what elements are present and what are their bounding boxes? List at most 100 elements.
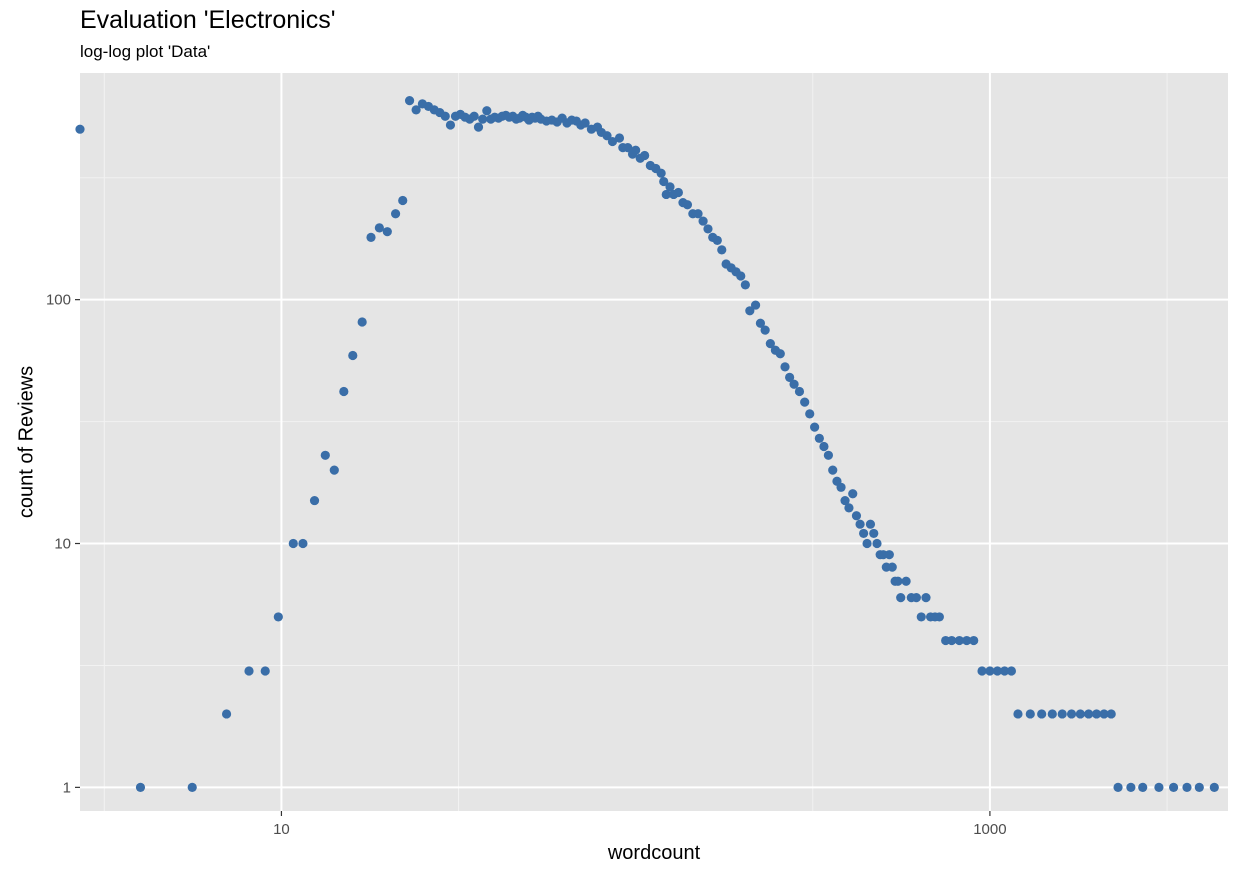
data-point — [859, 528, 869, 539]
data-point — [851, 511, 862, 521]
data-point — [1006, 666, 1017, 676]
data-point — [840, 495, 850, 506]
data-point — [947, 635, 957, 646]
data-point — [1047, 709, 1057, 719]
data-point — [785, 372, 795, 382]
data-point — [1154, 782, 1164, 792]
data-point — [794, 386, 805, 397]
data-point — [1194, 782, 1204, 792]
data-point — [810, 422, 820, 432]
data-point — [969, 635, 979, 646]
data-point — [869, 528, 879, 539]
x-tick-label: 1000 — [973, 821, 1006, 838]
data-point — [382, 227, 392, 237]
data-point — [580, 118, 590, 128]
data-point — [740, 280, 750, 290]
data-point — [828, 465, 838, 475]
data-point — [1126, 782, 1136, 792]
data-point — [717, 245, 727, 255]
data-point — [445, 120, 456, 130]
data-point — [916, 612, 926, 622]
data-point — [712, 235, 722, 245]
data-point — [1106, 709, 1116, 719]
y-tick-label: 100 — [46, 292, 71, 309]
data-point — [640, 150, 650, 161]
data-point — [411, 105, 421, 115]
data-point — [698, 216, 708, 226]
data-point — [187, 782, 197, 792]
data-point — [357, 317, 367, 327]
data-point — [934, 612, 944, 622]
data-point — [999, 666, 1010, 676]
x-axis-label: wordcount — [607, 842, 701, 864]
data-point — [602, 131, 612, 141]
data-point — [855, 519, 865, 529]
data-point — [440, 111, 450, 121]
data-point — [911, 593, 921, 603]
data-point — [1209, 782, 1219, 792]
data-point — [661, 189, 671, 200]
data-point — [745, 306, 755, 316]
data-point — [1099, 709, 1109, 719]
data-point — [478, 114, 488, 124]
data-point — [75, 124, 85, 134]
data-point — [221, 709, 232, 719]
data-point — [1138, 782, 1148, 792]
data-point — [1025, 709, 1035, 719]
data-point — [631, 145, 641, 155]
data-point — [682, 200, 693, 210]
data-point — [482, 106, 492, 116]
data-point — [244, 666, 254, 676]
data-point — [614, 133, 625, 143]
data-point — [775, 349, 785, 359]
data-point — [390, 209, 401, 219]
chart-title: Evaluation 'Electronics' — [80, 6, 336, 34]
y-tick-label: 1 — [63, 779, 71, 796]
data-point — [623, 143, 633, 153]
data-point — [374, 223, 384, 233]
data-point — [814, 433, 824, 443]
plot-panel — [80, 73, 1228, 811]
data-point — [985, 666, 995, 676]
data-point — [884, 550, 894, 560]
data-point — [348, 350, 358, 361]
data-point — [320, 450, 330, 460]
y-axis-ticks: 1 10 100 — [46, 292, 80, 796]
data-point — [260, 666, 270, 676]
data-point — [823, 450, 834, 460]
data-point — [819, 441, 829, 452]
data-point — [893, 576, 903, 586]
data-point — [992, 666, 1003, 676]
data-point — [800, 397, 810, 407]
data-point — [673, 187, 683, 198]
data-point — [887, 562, 897, 572]
data-point — [977, 666, 987, 676]
data-point — [789, 379, 799, 389]
data-point — [693, 209, 703, 219]
data-point — [665, 182, 675, 192]
data-point — [1168, 782, 1179, 792]
data-point — [656, 168, 666, 178]
data-point — [865, 519, 876, 529]
data-point — [872, 538, 882, 549]
y-axis-label: count of Reviews — [15, 365, 38, 519]
data-point — [298, 538, 308, 549]
data-point — [329, 465, 339, 475]
data-point — [135, 782, 146, 792]
data-point — [760, 325, 770, 335]
data-point — [659, 176, 669, 187]
data-point — [273, 612, 283, 622]
data-point — [750, 300, 761, 310]
data-point — [339, 386, 349, 397]
data-point — [1075, 709, 1085, 719]
data-point — [1066, 709, 1077, 719]
data-point — [1091, 709, 1102, 719]
y-tick-label: 10 — [54, 536, 71, 553]
data-point — [1182, 782, 1192, 792]
data-point — [473, 122, 484, 132]
data-point — [848, 489, 858, 499]
data-point — [1057, 709, 1067, 719]
data-point — [901, 576, 911, 586]
x-tick-label: 10 — [273, 821, 290, 838]
